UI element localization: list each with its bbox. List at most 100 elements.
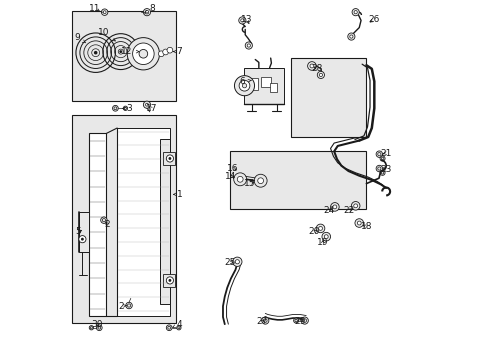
Circle shape: [381, 172, 383, 174]
Circle shape: [166, 155, 173, 162]
Circle shape: [114, 107, 117, 110]
Circle shape: [351, 9, 359, 16]
Bar: [290, 58, 366, 137]
Circle shape: [379, 156, 384, 161]
Circle shape: [89, 325, 93, 330]
Circle shape: [124, 107, 126, 109]
Bar: [248, 78, 258, 90]
Circle shape: [81, 238, 83, 240]
Circle shape: [303, 319, 306, 322]
Text: 4: 4: [172, 320, 182, 329]
Circle shape: [127, 38, 159, 70]
Circle shape: [375, 165, 382, 172]
Circle shape: [145, 10, 148, 14]
Circle shape: [127, 304, 130, 307]
Circle shape: [351, 202, 359, 210]
Circle shape: [347, 33, 354, 40]
Circle shape: [119, 50, 122, 53]
Circle shape: [381, 157, 383, 160]
Circle shape: [167, 47, 172, 53]
Circle shape: [254, 174, 266, 187]
Circle shape: [307, 62, 316, 70]
Circle shape: [101, 9, 108, 15]
Text: 27: 27: [256, 317, 267, 326]
Circle shape: [293, 318, 298, 323]
Circle shape: [332, 205, 336, 209]
Circle shape: [132, 43, 154, 64]
Circle shape: [90, 327, 92, 329]
Bar: [230, 151, 366, 209]
Circle shape: [101, 217, 107, 224]
Circle shape: [235, 260, 239, 264]
Text: 1: 1: [173, 190, 183, 199]
Bar: [79, 212, 88, 252]
Text: 19: 19: [316, 238, 328, 247]
Circle shape: [318, 226, 322, 230]
Text: 18: 18: [360, 222, 371, 231]
Circle shape: [377, 153, 380, 156]
Circle shape: [319, 73, 322, 77]
Circle shape: [247, 44, 250, 47]
Text: 15: 15: [244, 179, 255, 188]
Text: 14: 14: [224, 172, 235, 181]
Circle shape: [94, 51, 97, 54]
Circle shape: [257, 178, 263, 184]
Circle shape: [98, 326, 101, 329]
Circle shape: [103, 11, 106, 14]
Circle shape: [353, 10, 357, 14]
Text: 2: 2: [118, 302, 126, 311]
Text: 2: 2: [104, 220, 110, 229]
Text: 17: 17: [145, 104, 157, 113]
Text: 8: 8: [144, 4, 155, 13]
Text: 25: 25: [224, 258, 235, 267]
Circle shape: [163, 49, 168, 55]
Circle shape: [244, 42, 252, 49]
Circle shape: [238, 17, 245, 24]
Text: 20: 20: [308, 228, 320, 237]
Circle shape: [166, 277, 173, 284]
Bar: [269, 83, 276, 92]
Bar: [160, 139, 169, 304]
Circle shape: [301, 317, 308, 324]
Circle shape: [239, 80, 249, 91]
Bar: [163, 274, 174, 287]
Text: 24: 24: [323, 206, 334, 215]
Text: 11: 11: [89, 4, 100, 13]
Circle shape: [237, 176, 243, 182]
Circle shape: [102, 219, 105, 222]
Circle shape: [233, 173, 246, 186]
Bar: [72, 12, 176, 101]
Bar: [260, 77, 271, 87]
Circle shape: [354, 219, 363, 227]
Text: 7: 7: [173, 47, 182, 56]
Circle shape: [240, 19, 244, 22]
Text: 30: 30: [91, 320, 102, 329]
Circle shape: [123, 106, 127, 111]
Circle shape: [166, 325, 172, 330]
Circle shape: [234, 76, 254, 96]
Circle shape: [232, 257, 242, 266]
Text: 28: 28: [311, 64, 322, 73]
Bar: [72, 116, 176, 323]
Text: 21: 21: [380, 149, 391, 158]
Text: 9: 9: [75, 33, 85, 43]
Text: 13: 13: [240, 15, 251, 24]
Circle shape: [143, 101, 150, 108]
Circle shape: [242, 84, 246, 88]
Circle shape: [324, 235, 327, 239]
Circle shape: [294, 319, 297, 322]
Circle shape: [330, 203, 339, 211]
Text: 10: 10: [98, 28, 115, 41]
Circle shape: [377, 167, 380, 170]
Text: 16: 16: [227, 164, 238, 173]
Circle shape: [176, 325, 181, 330]
Text: 6: 6: [239, 77, 251, 86]
Text: 23: 23: [380, 165, 391, 174]
Bar: [163, 152, 174, 165]
Bar: [117, 128, 169, 316]
Circle shape: [158, 51, 164, 57]
Circle shape: [316, 224, 324, 233]
Text: 29: 29: [294, 317, 305, 326]
Text: 5: 5: [75, 228, 81, 237]
Circle shape: [96, 325, 102, 330]
